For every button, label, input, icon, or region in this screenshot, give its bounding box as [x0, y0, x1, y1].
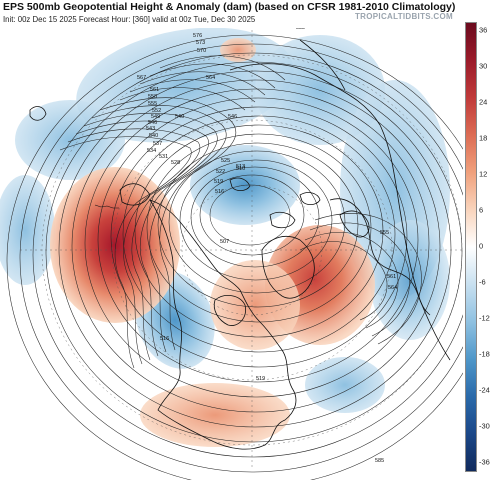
contour-label: 510	[236, 166, 245, 172]
colorbar-tick-label: 6	[479, 205, 484, 215]
negative-anomaly-atlantic	[305, 357, 385, 413]
colorbar-tick-label: -30	[479, 421, 490, 431]
colorbar-tick-label: 0	[479, 241, 484, 251]
colorbar-tick-label: 12	[479, 169, 488, 179]
contour-label: 567	[137, 75, 146, 81]
positive-anomaly-north-america	[210, 260, 300, 350]
contour-label: 555	[148, 101, 157, 107]
colorbar-tick-label: 30	[479, 61, 488, 71]
contour-label: 564	[388, 285, 397, 291]
contour-label: 531	[159, 154, 168, 160]
negative-anomaly-bering	[15, 100, 125, 180]
contour-label: 534	[147, 148, 156, 154]
coast-europe	[329, 198, 431, 316]
contour-label: 540	[149, 133, 158, 139]
contour-label: 519	[214, 179, 223, 185]
contour-label: 570	[197, 48, 206, 54]
contour-label: 546	[228, 114, 237, 120]
contour-label: 549	[151, 114, 160, 120]
negative-anomaly-west-pacific	[0, 175, 55, 285]
contour-label: 543	[146, 126, 155, 132]
coast-north-america	[149, 199, 297, 450]
map-subtitle: Init: 00z Dec 15 2025 Forecast Hour: [36…	[3, 15, 256, 24]
coast-japan	[29, 106, 47, 121]
positive-anomaly-north-asia	[220, 38, 256, 62]
coast-east-asia	[299, 39, 346, 91]
colorbar-tick-label: 36	[479, 25, 488, 35]
colorbar-tick-label: -18	[479, 349, 490, 359]
contour-label: 573	[196, 40, 205, 46]
contour-label: 585	[375, 458, 384, 464]
contour-label: 540	[175, 114, 184, 120]
coast-aleutians	[94, 204, 119, 209]
contour-label: 582	[296, 25, 305, 31]
coast-greenland	[261, 236, 315, 299]
contour-label: 525	[221, 158, 230, 164]
contour-label: 522	[216, 169, 225, 175]
graticule	[20, 30, 463, 470]
contour-label: 576	[193, 33, 202, 39]
contour-label: 558	[148, 94, 157, 100]
negative-anomaly-siberia	[255, 35, 385, 145]
coast-alaska	[119, 183, 151, 206]
contour-label: 516	[215, 189, 224, 195]
coast-scandinavia	[339, 210, 370, 238]
contour-label: 516	[160, 336, 169, 342]
contour-label: 513	[236, 164, 245, 170]
colorbar-tick-label: -6	[479, 277, 486, 287]
positive-anomaly-us-south	[140, 383, 290, 447]
colorbar-tick-label: -24	[479, 385, 490, 395]
map-title: EPS 500mb Geopotential Height & Anomaly …	[3, 1, 456, 13]
contour-label: 552	[152, 108, 161, 114]
colorbar-tick-label: 24	[479, 97, 488, 107]
contour-label: 519	[256, 376, 265, 382]
watermark: TROPICALTIDBITS.COM	[355, 12, 453, 21]
positive-anomaly-gulf-of-alaska	[50, 167, 180, 323]
contour-label: 561	[387, 274, 396, 280]
colorbar-tick-label: -12	[479, 313, 490, 323]
contour-label: 564	[206, 75, 215, 81]
colorbar-tick-label: -36	[479, 457, 490, 467]
contour-label: 555	[380, 230, 389, 236]
contour-label: 537	[153, 141, 162, 147]
colorbar-tick-label: 18	[479, 133, 488, 143]
colorbar	[465, 22, 477, 472]
coast-arctic-islands	[269, 211, 296, 229]
contour-label: 546	[148, 120, 157, 126]
contour-label: 561	[150, 87, 159, 93]
coastlines	[29, 39, 451, 450]
contour-label: 507	[220, 239, 229, 245]
coast-hudson-bay	[213, 295, 246, 326]
contour-label: 528	[171, 160, 180, 166]
header: EPS 500mb Geopotential Height & Anomaly …	[0, 0, 491, 28]
